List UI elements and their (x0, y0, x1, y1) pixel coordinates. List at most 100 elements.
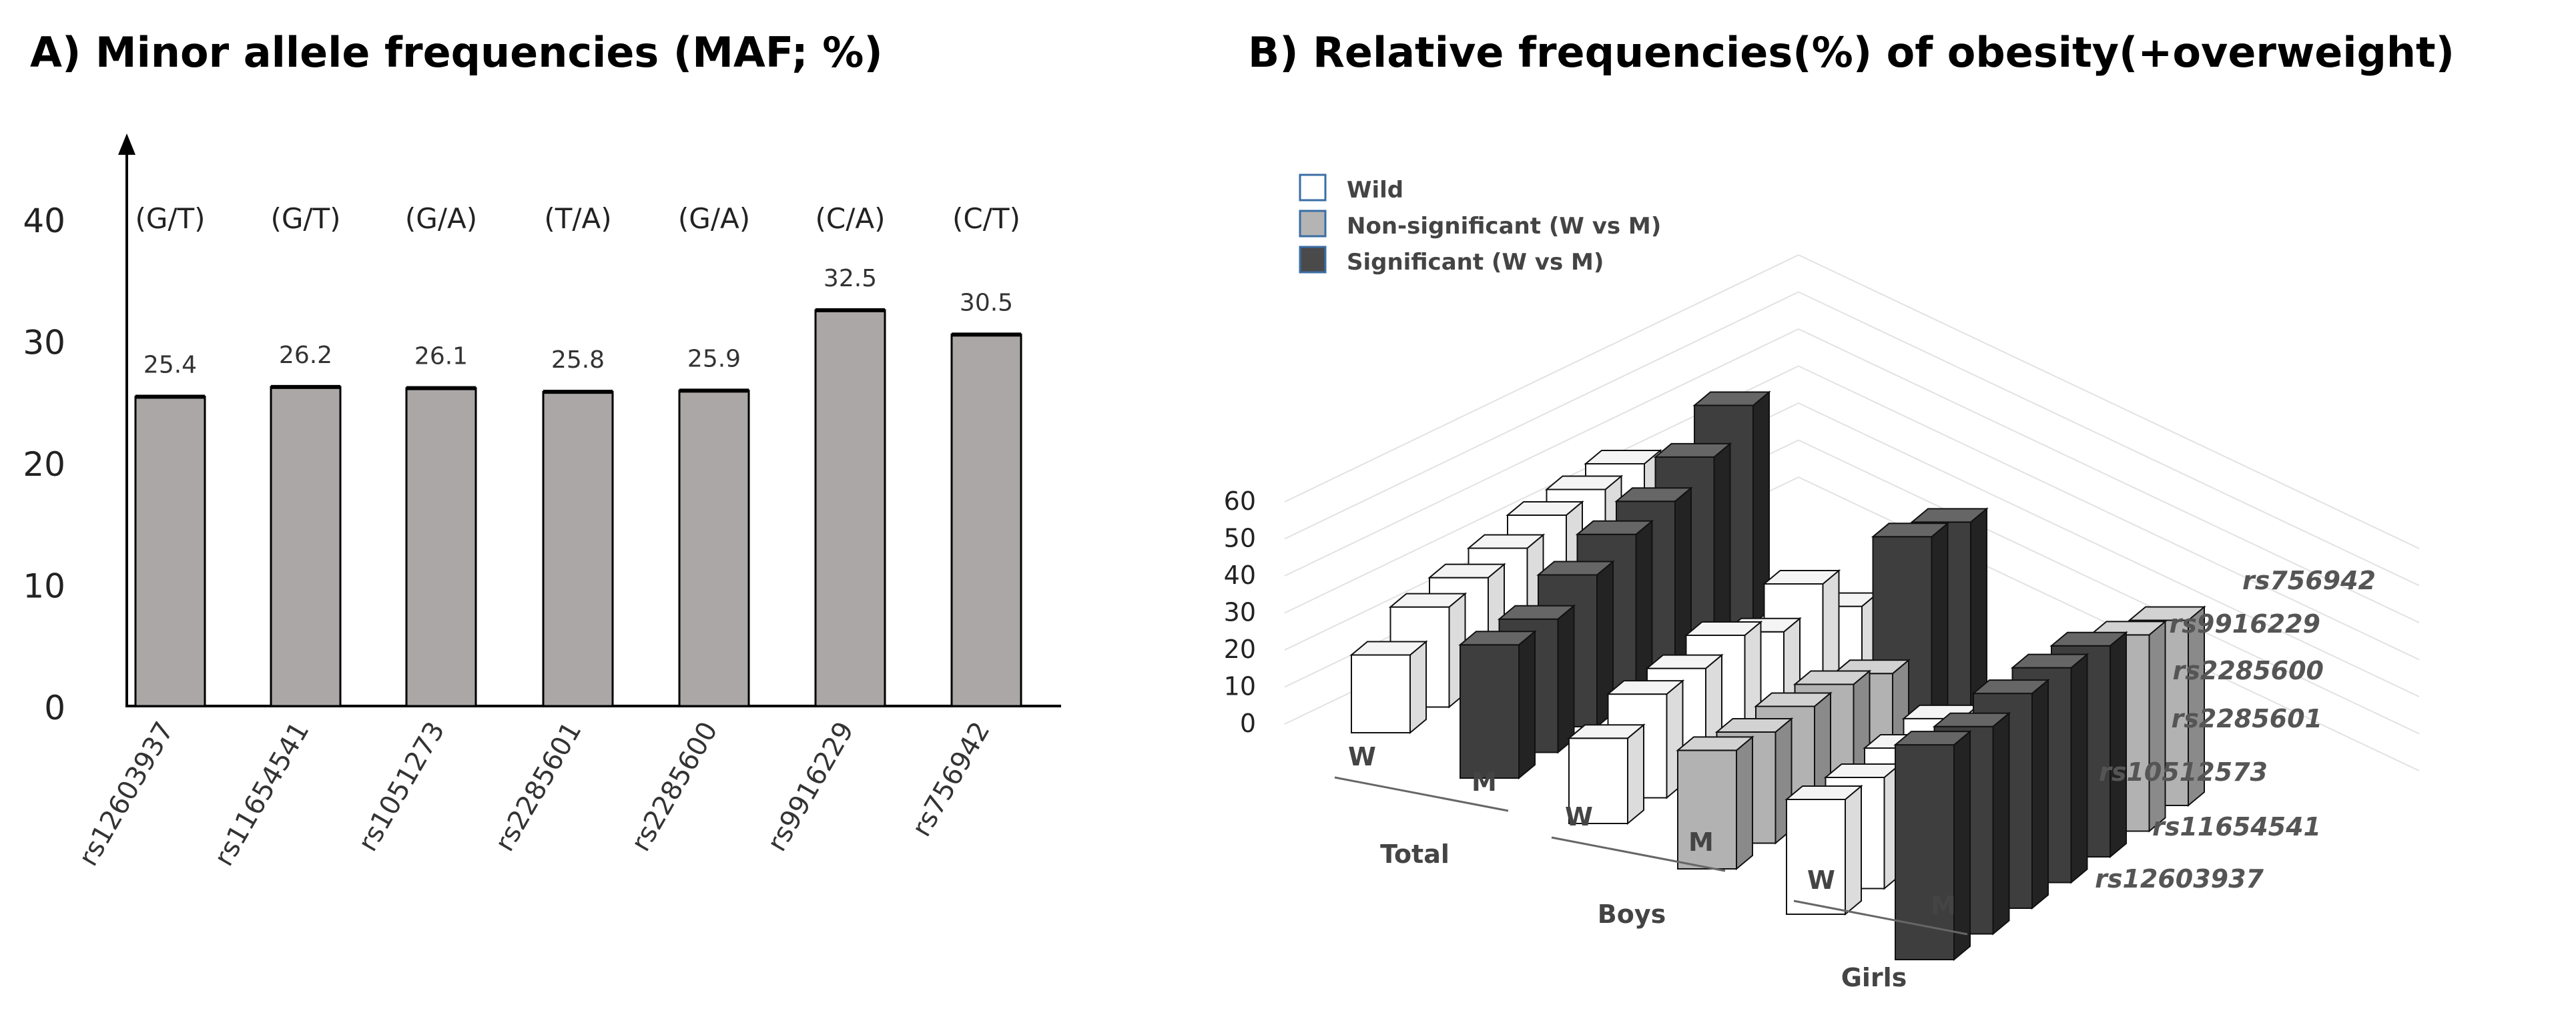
z-tick-label: 60 (1224, 486, 1256, 516)
snp-row-label: rs756942 (2242, 566, 2376, 595)
bar-front-face (1895, 744, 1955, 960)
z-tick-label: 10 (1224, 672, 1256, 701)
allele-label: (T/A) (544, 202, 611, 235)
bar-3d (1893, 729, 1972, 962)
z-tick-label: 0 (1240, 709, 1256, 738)
bar-top-face (1692, 391, 1771, 406)
bar-value-label: 25.8 (551, 346, 605, 374)
y-tick-label: 20 (23, 445, 65, 484)
x-tick-label: rs2285600 (625, 717, 724, 857)
bar-top-face (1785, 785, 1863, 800)
bar-top-face (1653, 442, 1732, 458)
bar-top-face (1645, 654, 1724, 669)
bar (134, 395, 206, 707)
legend-label-wild: Wild (1347, 177, 1403, 204)
snp-row-label: rs9916229 (2170, 609, 2320, 639)
genotype-label-w: W (1565, 802, 1593, 831)
bar-side-face (2110, 631, 2127, 859)
bar-top-face (1506, 501, 1584, 516)
bar-top-face (2010, 653, 2089, 669)
y-tick-label: 30 (23, 324, 65, 362)
bar-side-face (1845, 784, 1862, 916)
panel-b-chart: B) Relative frequencies(%) of obesity(+o… (1224, 28, 2455, 992)
bar-side-face (1627, 723, 1644, 825)
legend-label-significant: Significant (W vs M) (1347, 249, 1604, 276)
bar-value-label: 25.4 (143, 351, 197, 378)
snp-row-label: rs10512573 (2099, 757, 2268, 787)
legend-swatch-nonsignificant (1299, 210, 1327, 238)
snp-row-label: rs12603937 (2095, 864, 2264, 894)
bar-top-face (1614, 487, 1693, 502)
z-tick-label: 50 (1224, 524, 1256, 553)
panel-b-title: B) Relative frequencies(%) of obesity(+o… (1248, 28, 2455, 77)
bar-top-face (1832, 659, 1911, 675)
allele-label: (G/T) (270, 202, 340, 235)
genotype-label-w: W (1807, 866, 1835, 895)
y-tick-label: 40 (23, 202, 65, 240)
genotype-label-m: M (1688, 827, 1714, 857)
snp-row-label: rs2285600 (2173, 656, 2324, 685)
group-bracket-line (1334, 776, 1509, 812)
group-bracket-line (1793, 900, 1968, 936)
gridline (1284, 328, 1799, 577)
bar-value-label: 25.9 (687, 345, 741, 372)
bar-side-face (2070, 653, 2088, 884)
allele-label: (C/A) (816, 202, 886, 235)
y-tick-label: 10 (23, 567, 65, 606)
bar-side-face (1713, 442, 1731, 651)
bar-side-face (2148, 620, 2166, 833)
bar-top-face (1676, 736, 1754, 751)
bar-value-label: 30.5 (960, 289, 1013, 316)
bar-top-face (1466, 534, 1546, 549)
bar-top-face (1910, 508, 1989, 523)
bar-side-face (1409, 640, 1427, 735)
bar-top-face (1871, 523, 1950, 538)
z-tick-label: 30 (1224, 598, 1256, 627)
bar-top-face (1893, 731, 1972, 746)
bar-top-face (1754, 692, 1833, 707)
bar-side-face (1518, 630, 1536, 780)
allele-label: (G/A) (405, 202, 477, 235)
bar-top-face (1606, 680, 1685, 695)
x-tick-label: rs12603937 (73, 717, 180, 872)
gridline (1284, 254, 1799, 502)
bar-top-face (2128, 606, 2206, 621)
bar-top-face (1714, 718, 1794, 733)
bar-top-face (2049, 631, 2128, 647)
z-tick-label: 40 (1224, 561, 1256, 590)
bar-top-face (1349, 641, 1428, 656)
y-axis-arrow (118, 133, 135, 155)
bar-top-face (1584, 450, 1662, 464)
bar-top-face (1932, 712, 2011, 727)
bar-3d (1785, 784, 1863, 916)
bar-top-face (1684, 621, 1763, 636)
allele-label: (G/A) (678, 202, 750, 235)
group-label: Girls (1841, 963, 1907, 992)
bar-top-face (2088, 621, 2168, 636)
bar (405, 387, 477, 707)
bar (270, 386, 342, 707)
bar (542, 390, 614, 707)
bar-side-face (2031, 678, 2049, 910)
bar-top-face (1536, 561, 1615, 576)
bar-front-face (1786, 799, 1846, 915)
bar-top-face (1388, 593, 1468, 608)
bar-3d (1349, 640, 1428, 735)
bar-top-face (1544, 475, 1624, 490)
bar-3d (1676, 735, 1754, 871)
panel-a-title: A) Minor allele frequencies (MAF; %) (30, 28, 883, 77)
bar-side-face (1736, 735, 1753, 871)
genotype-label-m: M (1931, 891, 1956, 920)
x-tick-label: rs9916229 (761, 717, 860, 857)
bar-top-face (1497, 605, 1576, 620)
genotype-label-w: W (1348, 742, 1376, 771)
bar-side-face (1953, 729, 1971, 962)
y-tick-label: 0 (44, 689, 65, 727)
gridline (1284, 291, 1799, 540)
legend-swatch-wild (1299, 174, 1327, 202)
bar (678, 389, 750, 707)
bar-3d (1567, 723, 1646, 825)
bar-top-face (1427, 563, 1506, 579)
panel-a-chart: A) Minor allele frequencies (MAF; %) 0 10… (23, 28, 1061, 872)
